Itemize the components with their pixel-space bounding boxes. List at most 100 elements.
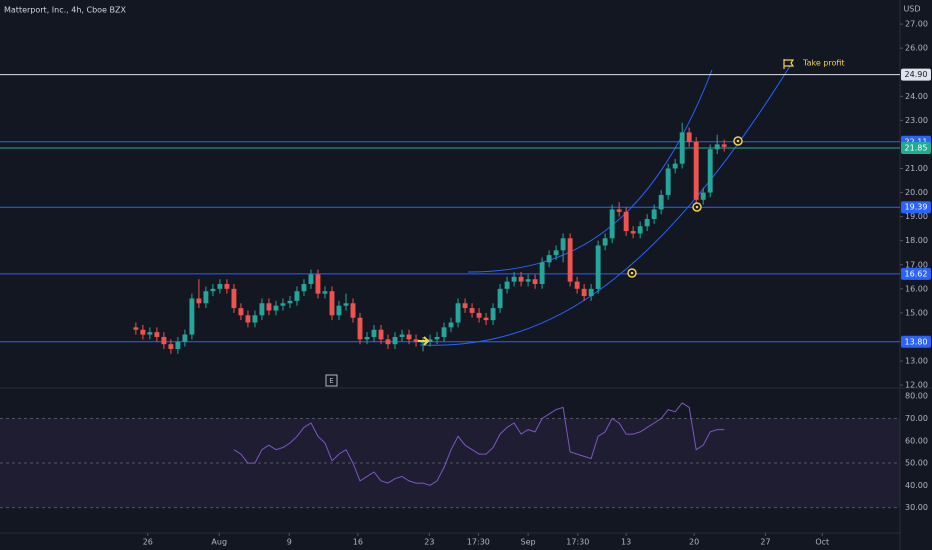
candle-body [182, 334, 188, 342]
candle-body [364, 336, 370, 340]
candle-body [406, 334, 412, 340]
candle-body [420, 341, 426, 343]
candle-body [518, 276, 524, 282]
x-tick-label: 17:30 [467, 538, 490, 547]
rsi-tick-label: 30.00 [905, 503, 928, 512]
marks: 27.00 26.00 24.00 23.00 21.00 20.00 19.00 18.00… [0, 20, 931, 547]
x-tick-label: 9 [287, 538, 292, 547]
currency: USD [903, 5, 920, 14]
candle-body [490, 308, 496, 321]
level-label: 24.90 [905, 70, 928, 79]
candle-body [203, 291, 209, 304]
candle-body [448, 322, 454, 328]
rsi-tick-label: 80.00 [905, 392, 928, 401]
signal-markers [418, 136, 743, 346]
candle-body [280, 303, 286, 306]
y-tick-label: 20.00 [905, 188, 928, 197]
y-tick-label: 15.00 [905, 308, 928, 317]
x-tick-label: 27 [760, 538, 770, 547]
y-tick-label: 26.00 [905, 44, 928, 53]
channel-lower [419, 65, 791, 346]
candle-body [217, 284, 223, 289]
candle-body [273, 305, 279, 311]
candle-body [721, 144, 727, 147]
y-tick-label: 27.00 [905, 20, 928, 29]
y-tick-label: 21.00 [905, 164, 928, 173]
signal-dot [736, 139, 740, 143]
candle-body [378, 329, 384, 340]
x-tick-label: Aug [211, 538, 227, 547]
candle-body [595, 245, 601, 289]
candle-body [609, 209, 615, 239]
flag-icon [783, 59, 795, 69]
candle-body [413, 339, 419, 342]
candle-body [658, 194, 664, 210]
x-tick-label: Sep [521, 538, 536, 547]
level-label: 13.80 [905, 337, 928, 346]
candle-body [707, 149, 713, 193]
x-tick-label: 23 [424, 538, 434, 547]
x-tick-label: 26 [143, 538, 153, 547]
candle-body [238, 308, 244, 316]
candle-body [546, 255, 552, 263]
signal-dot [695, 205, 699, 209]
candle-body [147, 332, 153, 335]
level-label: 19.39 [905, 203, 928, 212]
chart-title: Matterport, Inc., 4h, Cboe BZX [4, 6, 126, 15]
x-tick-label: Oct [815, 538, 829, 547]
level-tag [901, 267, 931, 280]
candle-body [469, 308, 475, 313]
candle-body [644, 219, 650, 227]
candle-body [231, 288, 237, 309]
level-tag [901, 201, 931, 214]
candle-body [567, 238, 573, 282]
candle-body [350, 303, 356, 318]
candle-body [476, 312, 482, 318]
candle-body [623, 211, 629, 232]
candle-body [322, 291, 328, 294]
y-tick-label: 17.00 [905, 260, 928, 269]
candle-body [581, 288, 587, 297]
candle-body [259, 303, 265, 316]
candle-body [532, 279, 538, 285]
candle-body [462, 303, 468, 309]
candle-body [553, 250, 559, 256]
candle-body [371, 329, 377, 337]
candle-body [336, 305, 342, 316]
take-profit: Take profit [783, 59, 845, 69]
candle-body [210, 288, 216, 292]
candle-body [427, 339, 433, 342]
rsi-tick-label: 40.00 [905, 481, 928, 490]
level-label: 16.62 [905, 269, 928, 278]
level-tag [901, 142, 931, 155]
rsi-tick-label: 50.00 [905, 459, 928, 468]
candle-body [196, 298, 202, 304]
candle-body [168, 344, 174, 350]
candle-body [133, 327, 139, 330]
level-tag [901, 335, 931, 348]
candle-body [252, 315, 258, 323]
level-label: 22.11 [905, 137, 928, 146]
annotation: Take profit [802, 59, 845, 68]
candle-body [637, 226, 643, 234]
candle-body [315, 274, 321, 294]
candle-body [511, 276, 517, 282]
candle-body [357, 317, 363, 340]
candle-body [392, 336, 398, 345]
rsi-tick-label: 70.00 [905, 414, 928, 423]
candle-body [434, 336, 440, 340]
x-tick-label: 20 [689, 538, 699, 547]
candle-body [308, 274, 314, 285]
candle-body [455, 303, 461, 323]
x-tick-label: 13 [621, 538, 631, 547]
candle-body [672, 163, 678, 169]
candle-body [294, 291, 300, 301]
candle-body [574, 281, 580, 289]
candle-body [140, 329, 146, 335]
candle-body [483, 317, 489, 321]
candle-body [693, 142, 699, 200]
candle-body [287, 300, 293, 304]
entry-arrow [418, 336, 430, 346]
